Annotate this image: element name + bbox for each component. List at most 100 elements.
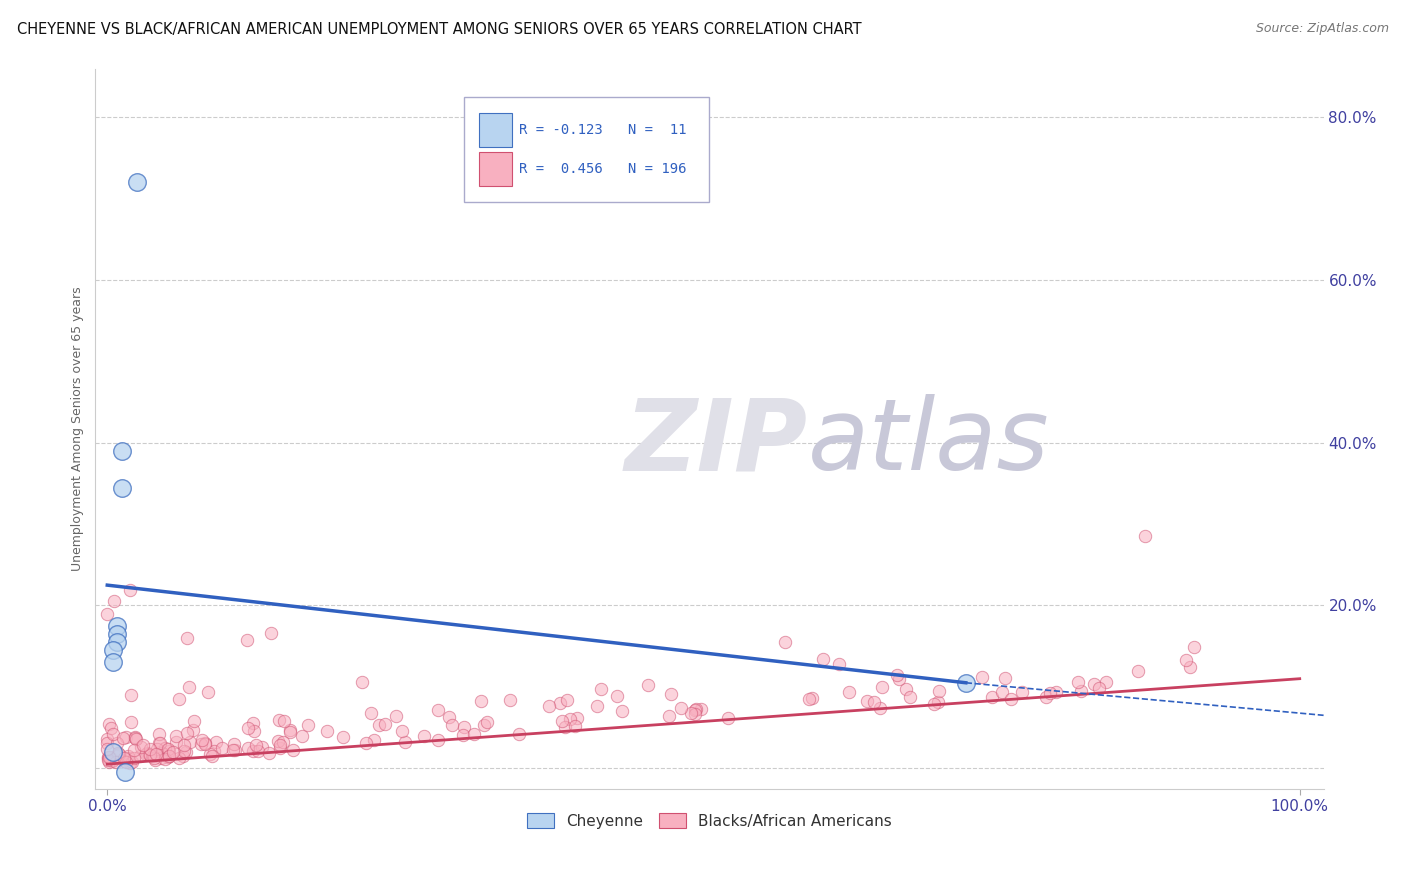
Point bbox=[153, 752, 176, 766]
Point bbox=[1178, 660, 1201, 674]
Point bbox=[165, 735, 187, 749]
Point bbox=[157, 744, 180, 758]
Point bbox=[955, 675, 977, 690]
Point bbox=[800, 691, 823, 706]
Point bbox=[869, 701, 891, 715]
Point bbox=[773, 635, 796, 649]
Point bbox=[100, 754, 122, 768]
Point bbox=[127, 176, 149, 190]
Point bbox=[1174, 653, 1197, 667]
Point bbox=[267, 733, 290, 747]
Point bbox=[104, 756, 127, 770]
Point bbox=[870, 681, 893, 695]
Point bbox=[683, 707, 706, 722]
Point bbox=[103, 643, 125, 657]
Point bbox=[391, 723, 413, 738]
Point bbox=[441, 718, 464, 732]
Point bbox=[470, 694, 492, 708]
Point bbox=[194, 737, 217, 751]
Point bbox=[153, 741, 176, 756]
Point bbox=[145, 747, 167, 762]
Text: ZIP: ZIP bbox=[624, 394, 807, 491]
Point bbox=[994, 671, 1017, 685]
Point bbox=[1070, 684, 1092, 698]
Point bbox=[110, 481, 132, 495]
Point bbox=[427, 733, 450, 747]
Point bbox=[110, 443, 132, 458]
Point bbox=[183, 714, 205, 728]
Point bbox=[554, 720, 576, 734]
Point bbox=[136, 746, 159, 760]
Point bbox=[205, 735, 228, 749]
Point bbox=[145, 742, 167, 756]
Point bbox=[114, 755, 136, 769]
Point bbox=[437, 710, 460, 724]
Point bbox=[980, 690, 1002, 705]
Point bbox=[637, 678, 659, 692]
Point bbox=[659, 686, 682, 700]
Point bbox=[855, 694, 877, 708]
Point bbox=[105, 619, 128, 633]
Point bbox=[385, 709, 408, 723]
Point bbox=[176, 631, 198, 645]
Point bbox=[689, 702, 711, 716]
Point bbox=[799, 692, 821, 706]
Point bbox=[103, 594, 125, 608]
Point bbox=[350, 675, 373, 690]
Point bbox=[179, 735, 201, 749]
Point bbox=[98, 717, 121, 731]
Point bbox=[394, 735, 416, 749]
Point bbox=[427, 703, 450, 717]
Point bbox=[360, 706, 382, 721]
Point bbox=[157, 742, 180, 756]
Point bbox=[683, 703, 706, 717]
Point bbox=[889, 673, 911, 687]
Point bbox=[811, 652, 834, 666]
Point bbox=[222, 743, 245, 757]
Point bbox=[149, 736, 172, 750]
Point bbox=[332, 731, 354, 745]
Point bbox=[838, 685, 860, 699]
Point bbox=[1039, 686, 1062, 700]
Point bbox=[157, 748, 180, 763]
FancyBboxPatch shape bbox=[478, 152, 512, 186]
Point bbox=[97, 753, 120, 767]
Point bbox=[108, 747, 131, 762]
Point bbox=[970, 669, 993, 683]
Point bbox=[118, 756, 141, 770]
Point bbox=[243, 724, 266, 739]
Point bbox=[267, 713, 290, 727]
Point bbox=[132, 738, 155, 752]
Point bbox=[472, 718, 495, 732]
Point bbox=[271, 735, 294, 749]
Point bbox=[202, 743, 225, 757]
Point bbox=[1182, 640, 1205, 654]
Point bbox=[165, 729, 187, 743]
Point bbox=[138, 747, 160, 761]
Point bbox=[1067, 675, 1090, 690]
Point bbox=[125, 731, 148, 746]
Text: R =  0.456   N = 196: R = 0.456 N = 196 bbox=[519, 162, 686, 177]
Point bbox=[991, 684, 1014, 698]
Text: atlas: atlas bbox=[807, 394, 1049, 491]
Text: R = -0.123   N =  11: R = -0.123 N = 11 bbox=[519, 123, 686, 136]
Point bbox=[224, 743, 246, 757]
Point bbox=[412, 730, 434, 744]
Point bbox=[558, 712, 581, 726]
Point bbox=[198, 747, 221, 762]
Point bbox=[681, 706, 703, 721]
Point bbox=[606, 690, 628, 704]
Point bbox=[586, 699, 609, 714]
Point bbox=[242, 715, 264, 730]
Point bbox=[181, 723, 204, 737]
Point bbox=[120, 714, 142, 729]
Point bbox=[222, 737, 245, 751]
Point bbox=[98, 751, 121, 765]
Point bbox=[98, 750, 121, 764]
Point bbox=[245, 738, 267, 752]
Point bbox=[150, 751, 173, 765]
Point bbox=[1126, 664, 1149, 678]
Point bbox=[928, 684, 950, 698]
Point bbox=[96, 742, 118, 756]
Point bbox=[138, 741, 160, 756]
